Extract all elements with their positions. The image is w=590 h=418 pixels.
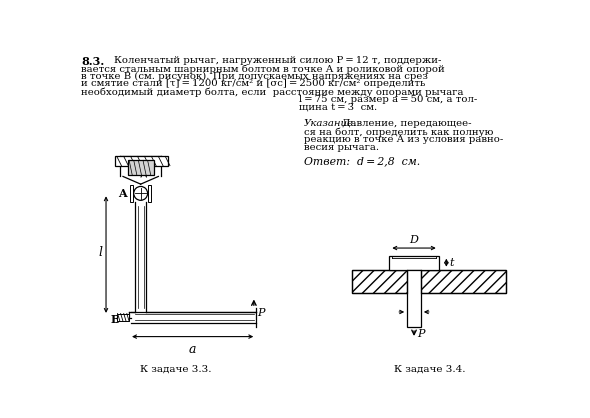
Bar — [130, 185, 133, 202]
Text: необходимый диаметр болта, если  расстояние между опорами рычага: необходимый диаметр болта, если расстоян… — [81, 87, 464, 97]
Text: щина t = 3  см.: щина t = 3 см. — [299, 102, 377, 112]
Text: Коленчатый рычаг, нагруженный силою P = 12 т, поддержи-: Коленчатый рычаг, нагруженный силою P = … — [114, 56, 441, 65]
Bar — [127, 160, 154, 175]
Text: 8.3.: 8.3. — [81, 56, 104, 67]
Text: реакцию в точке A из условия равно-: реакцию в точке A из условия равно- — [304, 135, 503, 144]
Text: B: B — [110, 314, 120, 325]
Bar — [389, 256, 438, 270]
Text: a: a — [189, 343, 196, 356]
Text: Ответ:  d = 2,8  см.: Ответ: d = 2,8 см. — [304, 156, 420, 166]
Bar — [117, 314, 129, 321]
Text: в точке B (см. рисунок). При допускаемых напряжениях на срез: в точке B (см. рисунок). При допускаемых… — [81, 72, 428, 81]
Text: ся на болт, определить как полную: ся на болт, определить как полную — [304, 127, 493, 137]
Bar — [407, 270, 421, 327]
Text: t: t — [450, 257, 454, 268]
Text: Указание.: Указание. — [304, 120, 357, 128]
Text: Давление, передающее-: Давление, передающее- — [339, 120, 471, 128]
Text: и смятие стали [τ] = 1200 кг/см² и [σс] = 2500 кг/см² определить: и смятие стали [τ] = 1200 кг/см² и [σс] … — [81, 79, 426, 89]
Text: l: l — [98, 246, 102, 259]
Bar — [407, 270, 421, 293]
Text: P: P — [417, 329, 425, 339]
Bar — [352, 270, 506, 293]
Text: К задаче 3.3.: К задаче 3.3. — [140, 364, 211, 373]
Text: D: D — [409, 235, 418, 245]
Text: весия рычага.: весия рычага. — [304, 143, 379, 152]
Text: вается стальным шарнирным болтом в точке A и роликовой опорой: вается стальным шарнирным болтом в точке… — [81, 64, 445, 74]
Text: l = 75 см, размер a = 50 см, а тол-: l = 75 см, размер a = 50 см, а тол- — [299, 95, 477, 104]
Text: A: A — [118, 188, 127, 199]
Bar — [352, 270, 506, 293]
Bar — [115, 156, 168, 166]
Text: d: d — [411, 307, 418, 317]
Bar — [148, 185, 152, 202]
Text: P: P — [257, 308, 264, 318]
Text: К задаче 3.4.: К задаче 3.4. — [394, 364, 465, 373]
